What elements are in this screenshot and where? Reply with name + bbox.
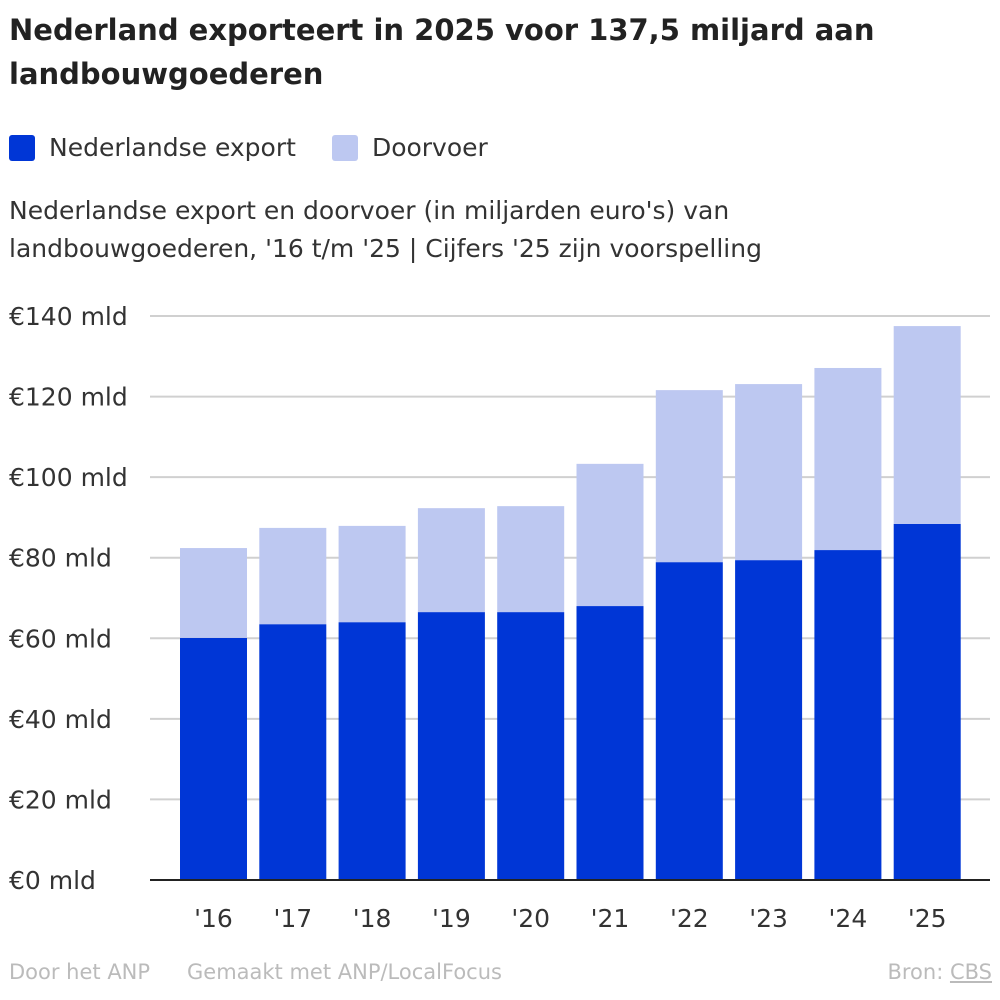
x-tick-label: '24 (829, 904, 868, 933)
bar-export (259, 624, 327, 880)
footer-source: Bron: CBS (887, 960, 992, 984)
footer-author: Door het ANP (9, 960, 151, 984)
x-tick-label: '25 (908, 904, 947, 933)
x-tick-label: '22 (670, 904, 709, 933)
bar-export (338, 622, 406, 880)
y-tick-label: €100 mld (9, 463, 128, 492)
bar-doorvoer (814, 367, 882, 551)
bar-export (180, 637, 247, 880)
bar-doorvoer (180, 548, 247, 638)
footer-source-label: Bron: (887, 960, 944, 984)
bar-export (497, 612, 565, 880)
legend-item-export: Nederlandse export (9, 133, 296, 162)
x-tick-label: '19 (432, 904, 471, 933)
legend-label-doorvoer: Doorvoer (371, 133, 488, 162)
legend: Nederlandse export Doorvoer (9, 133, 524, 162)
legend-item-doorvoer: Doorvoer (331, 133, 488, 162)
bar-doorvoer (497, 506, 565, 613)
legend-label-export: Nederlandse export (49, 133, 296, 162)
bar-doorvoer (417, 508, 485, 613)
x-tick-label: '20 (511, 904, 550, 933)
bar-export (417, 612, 485, 880)
chart-subtitle: Nederlandse export en doorvoer (in milja… (9, 196, 762, 263)
y-tick-label: €120 mld (9, 383, 128, 412)
footer-made-with[interactable]: Gemaakt met ANP/LocalFocus (187, 960, 502, 984)
bar-doorvoer (655, 390, 723, 563)
bar-export (576, 606, 644, 880)
x-tick-label: '16 (194, 904, 233, 933)
legend-swatch-export (9, 134, 35, 161)
source-link[interactable]: CBS (949, 960, 992, 984)
bar-export (655, 562, 723, 880)
x-tick-label: '17 (273, 904, 312, 933)
bar-doorvoer (576, 463, 644, 607)
bar-export (814, 550, 882, 880)
y-tick-label: €80 mld (9, 544, 112, 573)
bar-doorvoer (259, 527, 327, 625)
bar-doorvoer (338, 525, 406, 623)
y-tick-label: €0 mld (9, 866, 96, 895)
y-tick-label: €40 mld (9, 705, 112, 734)
x-tick-label: '23 (749, 904, 788, 933)
bar-doorvoer (893, 326, 961, 524)
x-tick-label: '21 (591, 904, 630, 933)
y-tick-label: €60 mld (9, 624, 112, 653)
bar-export (735, 560, 803, 880)
x-tick-label: '18 (353, 904, 392, 933)
y-tick-label: €20 mld (9, 785, 112, 814)
bar-export (893, 523, 961, 880)
bar-doorvoer (735, 384, 803, 561)
y-tick-label: €140 mld (9, 302, 128, 331)
chart-title: Nederland exporteert in 2025 voor 137,5 … (9, 13, 875, 91)
legend-swatch-doorvoer (331, 134, 358, 161)
